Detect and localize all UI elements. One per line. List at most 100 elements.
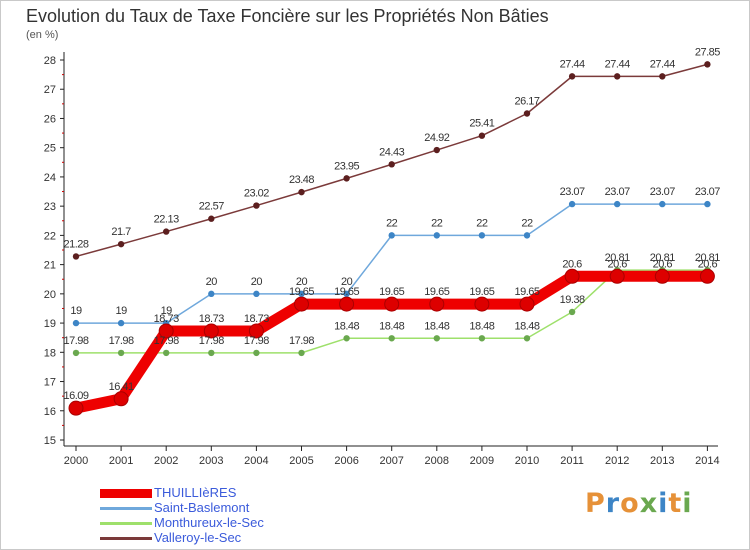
data-point xyxy=(298,290,305,298)
data-label: 22 xyxy=(431,217,443,229)
data-point xyxy=(388,232,395,239)
data-point xyxy=(248,323,264,339)
x-tick-label: 2006 xyxy=(334,455,358,467)
data-point xyxy=(253,290,260,298)
x-tick-label: 2011 xyxy=(560,455,584,467)
data-label: 18.73 xyxy=(199,313,224,325)
x-tick-label: 2003 xyxy=(199,455,223,467)
data-point xyxy=(388,161,395,168)
x-tick-label: 2010 xyxy=(515,455,539,467)
legend-label-monthureux: Monthureux-le-Sec xyxy=(154,515,264,530)
x-tick-label: 2001 xyxy=(109,455,133,467)
data-label: 20.6 xyxy=(698,258,718,270)
data-label: 16.41 xyxy=(109,381,134,393)
data-point xyxy=(339,296,355,312)
data-label: 17.98 xyxy=(154,335,179,347)
legend-swatch-saint-baslemont xyxy=(100,507,152,510)
data-label: 26.17 xyxy=(514,95,539,107)
x-tick-label: 2004 xyxy=(244,455,268,467)
data-label: 23.07 xyxy=(650,186,675,198)
data-point xyxy=(294,296,309,312)
data-point xyxy=(298,349,305,357)
logo-letter: P xyxy=(585,488,606,519)
data-label: 17.98 xyxy=(199,335,224,347)
data-label: 19 xyxy=(70,305,82,317)
data-label: 21.28 xyxy=(63,238,88,250)
y-tick-label: 23 xyxy=(44,201,56,213)
y-tick-label: 21 xyxy=(44,260,56,272)
logo-letter: t xyxy=(668,488,683,519)
proxiti-logo: Proxiti xyxy=(585,488,693,519)
data-label: 23.48 xyxy=(289,174,314,186)
data-point xyxy=(699,268,715,284)
data-label: 20.81 xyxy=(650,252,675,264)
data-point xyxy=(433,146,440,154)
data-point xyxy=(474,296,490,312)
data-point xyxy=(117,319,125,327)
x-tick-label: 2000 xyxy=(64,455,88,467)
data-label: 19.65 xyxy=(334,286,359,298)
data-label: 20.6 xyxy=(607,258,627,270)
data-point xyxy=(384,296,400,312)
data-label: 22.57 xyxy=(199,201,224,213)
data-point xyxy=(478,232,486,239)
y-tick-label: 25 xyxy=(44,143,56,155)
x-tick-label: 2009 xyxy=(470,455,494,467)
chart-title: Evolution du Taux de Taxe Foncière sur l… xyxy=(26,6,549,26)
y-tick-label: 22 xyxy=(44,230,56,242)
legend-label-thuillieres: THUILLIèRES xyxy=(154,485,237,500)
legend-swatch-monthureux xyxy=(100,522,152,525)
y-tick-label: 15 xyxy=(44,435,56,447)
data-point xyxy=(704,61,711,68)
data-point xyxy=(388,335,395,342)
data-point xyxy=(208,215,215,222)
data-point xyxy=(433,232,440,239)
data-label: 19.65 xyxy=(469,286,494,298)
data-label: 24.43 xyxy=(379,146,404,158)
y-tick-label: 26 xyxy=(44,113,56,125)
data-label: 22 xyxy=(476,217,488,229)
legend-swatch-thuillieres xyxy=(100,489,152,498)
data-point xyxy=(523,232,531,239)
data-label: 20 xyxy=(206,276,218,288)
data-point xyxy=(72,319,80,327)
data-label: 19.65 xyxy=(379,286,404,298)
data-point xyxy=(72,253,80,260)
data-label: 18.48 xyxy=(514,320,539,332)
data-point xyxy=(654,268,670,284)
y-tick-label: 18 xyxy=(44,347,56,359)
data-label: 25.41 xyxy=(469,118,494,130)
data-label: 22 xyxy=(521,217,533,229)
data-label: 18.73 xyxy=(244,313,269,325)
data-label: 19 xyxy=(161,305,173,317)
x-tick-label: 2008 xyxy=(425,455,449,467)
data-label: 20.6 xyxy=(562,258,582,270)
data-label: 18.73 xyxy=(154,313,179,325)
data-point xyxy=(208,290,215,298)
data-point xyxy=(68,400,84,416)
data-point xyxy=(72,349,80,357)
data-label: 20 xyxy=(341,276,353,288)
x-tick-label: 2002 xyxy=(154,455,178,467)
data-point xyxy=(519,296,535,312)
x-tick-label: 2007 xyxy=(379,455,403,467)
data-label: 27.44 xyxy=(650,58,675,70)
logo-letter: x xyxy=(639,488,659,519)
data-point xyxy=(659,200,666,208)
data-label: 23.07 xyxy=(560,186,585,198)
data-point xyxy=(523,110,531,117)
data-point xyxy=(568,200,576,208)
data-point xyxy=(564,268,580,284)
data-point xyxy=(343,335,350,342)
data-point xyxy=(208,349,215,357)
data-label: 19.65 xyxy=(514,286,539,298)
data-label: 18.48 xyxy=(379,320,404,332)
data-point xyxy=(704,200,711,208)
data-point xyxy=(478,132,486,139)
data-label: 22 xyxy=(386,217,398,229)
data-point xyxy=(113,391,129,407)
data-label: 17.98 xyxy=(244,335,269,347)
data-point xyxy=(433,335,440,342)
data-label: 20 xyxy=(296,276,308,288)
data-label: 23.07 xyxy=(605,186,630,198)
